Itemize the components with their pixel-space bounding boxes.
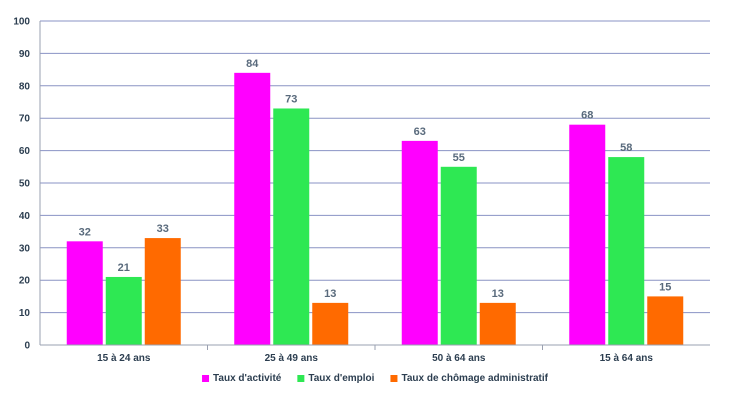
y-tick-label: 50	[19, 179, 31, 190]
legend-item: Taux d'emploi	[297, 373, 375, 384]
legend-swatch	[297, 375, 305, 382]
legend-swatch	[390, 375, 398, 382]
bars	[66, 72, 684, 346]
legend-label: Taux d'emploi	[308, 373, 374, 384]
data-label: 33	[157, 223, 169, 235]
data-label: 15	[659, 281, 671, 293]
data-label: 58	[620, 142, 632, 154]
data-label: 68	[581, 110, 593, 122]
y-tick-label: 60	[19, 146, 31, 157]
bar-1-4	[569, 124, 606, 346]
category-label: 15 à 64 ans	[600, 353, 654, 364]
y-tick-label: 40	[19, 211, 31, 222]
data-label: 84	[246, 58, 259, 70]
legend-item: Taux de chômage administratif	[390, 373, 549, 384]
bar-1-1	[66, 241, 103, 345]
bar-1-3	[401, 140, 438, 345]
category-label: 50 à 64 ans	[432, 353, 486, 364]
y-tick-label: 0	[24, 341, 30, 352]
y-tick-label: 10	[19, 308, 31, 319]
y-tick-label: 70	[19, 114, 31, 125]
bar-3-1	[144, 238, 181, 345]
legend-label: Taux de chômage administratif	[401, 373, 548, 384]
data-label: 13	[324, 288, 336, 300]
category-label: 15 à 24 ans	[97, 353, 151, 364]
x-axis: 15 à 24 ans 25 à 49 ans 50 à 64 ans 15 à 64…	[40, 344, 710, 364]
y-tick-label: 30	[19, 243, 31, 254]
data-label: 55	[453, 152, 465, 164]
legend-label: Taux d'activité	[213, 373, 282, 384]
bar-1-2	[234, 72, 271, 345]
legend: Taux d'activité Taux d'emploi Taux de chôm…	[202, 373, 549, 384]
bar-3-2	[312, 302, 349, 345]
y-axis: 0 10 20 30 40 50 60 70 80 90 100	[13, 17, 41, 352]
legend-item: Taux d'activité	[202, 373, 282, 384]
bar-3-4	[647, 296, 684, 345]
data-label: 73	[285, 93, 297, 105]
y-tick-label: 80	[19, 81, 31, 92]
bar-2-4	[608, 157, 645, 345]
data-label: 63	[414, 126, 426, 138]
category-label: 25 à 49 ans	[265, 353, 319, 364]
data-label: 32	[79, 226, 91, 238]
bar-2-2	[273, 108, 310, 345]
legend-swatch	[202, 375, 210, 382]
data-label: 13	[492, 288, 504, 300]
bar-3-3	[479, 302, 516, 345]
bar-2-3	[440, 166, 477, 345]
y-tick-label: 100	[13, 17, 30, 28]
bar-2-1	[105, 276, 142, 345]
data-labels: 32 21 33 84 73 13 63 55 13 68 58 15	[79, 58, 672, 300]
y-tick-label: 90	[19, 49, 31, 60]
data-label: 21	[118, 262, 130, 274]
y-tick-label: 20	[19, 276, 31, 287]
